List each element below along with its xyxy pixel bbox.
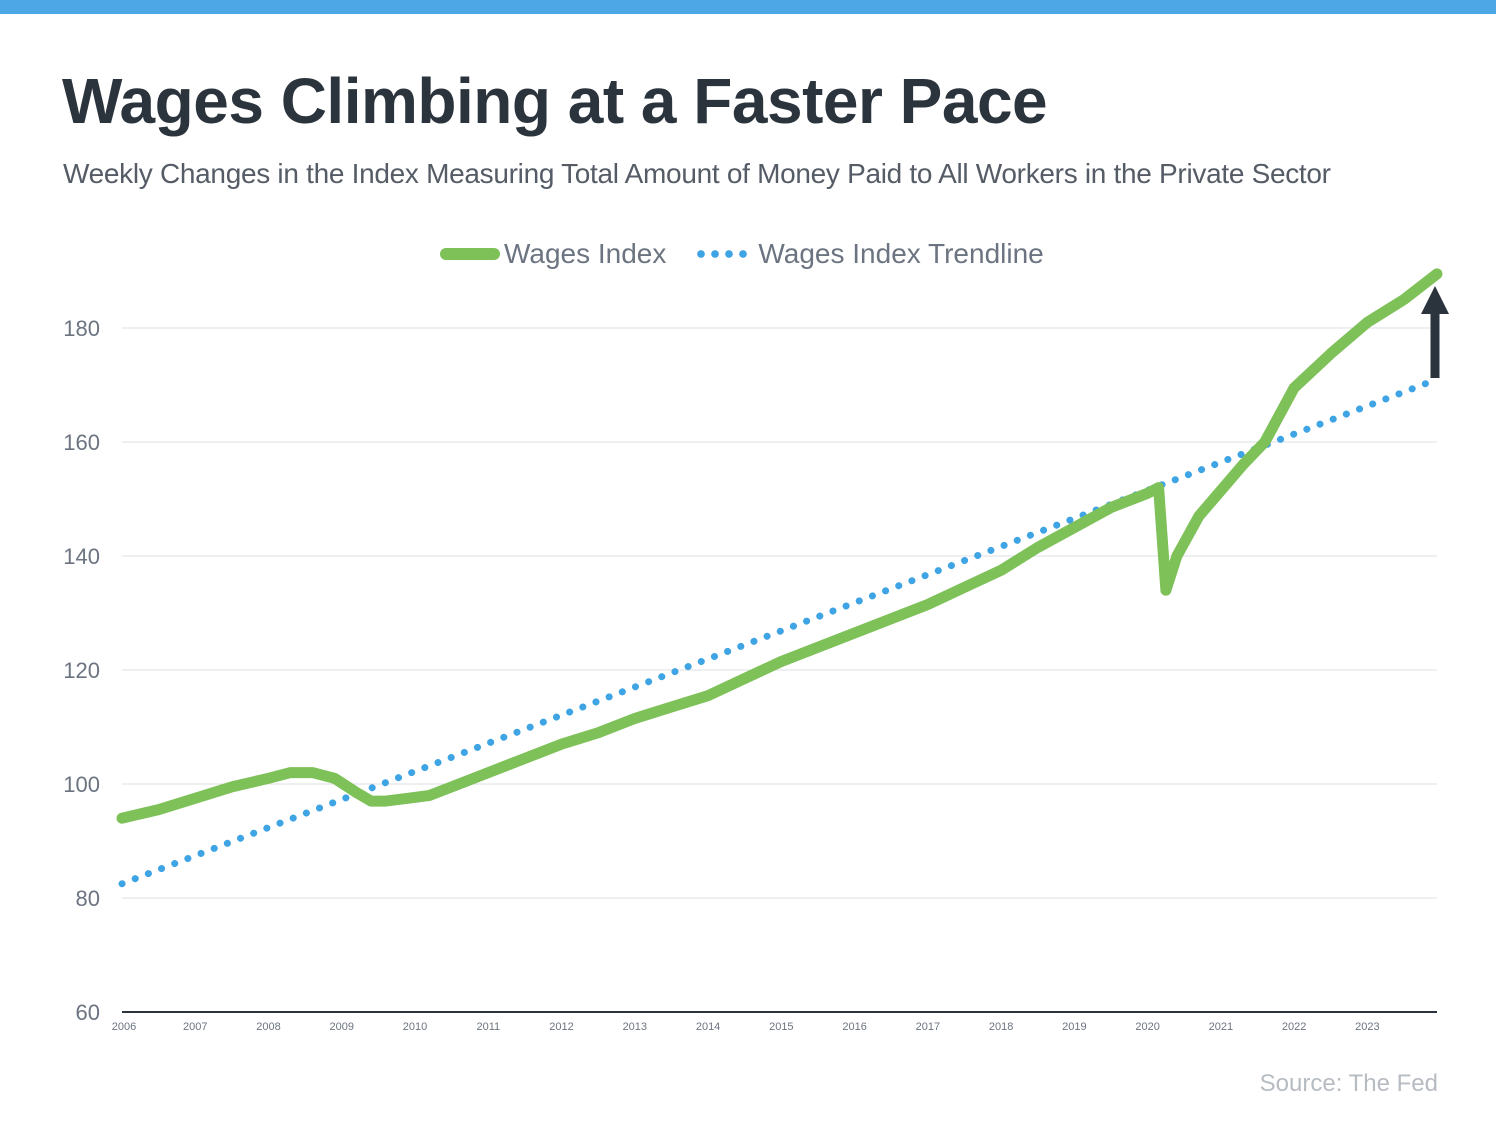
x-tick-label: 2006 [112,1021,136,1033]
y-tick-label: 60 [76,1000,100,1025]
x-tick-label: 2016 [842,1021,866,1033]
y-tick-label: 140 [63,544,100,569]
x-tick-label: 2013 [623,1021,647,1033]
x-tick-label: 2019 [1062,1021,1086,1033]
chart-legend: Wages Index Wages Index Trendline [440,236,1044,272]
x-tick-label: 2023 [1355,1021,1379,1033]
x-tick-label: 2021 [1209,1021,1233,1033]
x-tick-label: 2014 [696,1021,720,1033]
x-tick-label: 2022 [1282,1021,1306,1033]
source-note: Source: The Fed [1259,1070,1438,1097]
x-tick-label: 2020 [1135,1021,1159,1033]
chart-subtitle: Weekly Changes in the Index Measuring To… [63,158,1331,189]
page-title: Wages Climbing at a Faster Pace [62,65,1048,137]
legend-label-trendline: Wages Index Trendline [758,238,1044,269]
x-tick-label: 2008 [256,1021,280,1033]
x-tick-label: 2011 [476,1021,500,1033]
x-tick-label: 2007 [183,1021,207,1033]
y-tick-label: 120 [63,658,100,683]
y-tick-label: 180 [63,316,100,341]
top-accent-bar [0,0,1496,14]
y-tick-label: 80 [76,886,100,911]
x-tick-label: 2010 [403,1021,427,1033]
y-tick-label: 160 [63,430,100,455]
legend-label-wages: Wages Index [504,238,667,269]
x-tick-label: 2015 [769,1021,793,1033]
trendline-series [118,375,1441,888]
x-tick-label: 2009 [330,1021,354,1033]
y-tick-label: 100 [63,772,100,797]
x-tick-label: 2018 [989,1021,1013,1033]
x-tick-label: 2012 [549,1021,573,1033]
wages-index-series [116,268,1443,824]
x-tick-label: 2017 [916,1021,940,1033]
legend-swatch-wages [440,248,500,260]
up-arrow-icon [1421,286,1449,314]
legend-swatch-trendline [694,250,751,258]
